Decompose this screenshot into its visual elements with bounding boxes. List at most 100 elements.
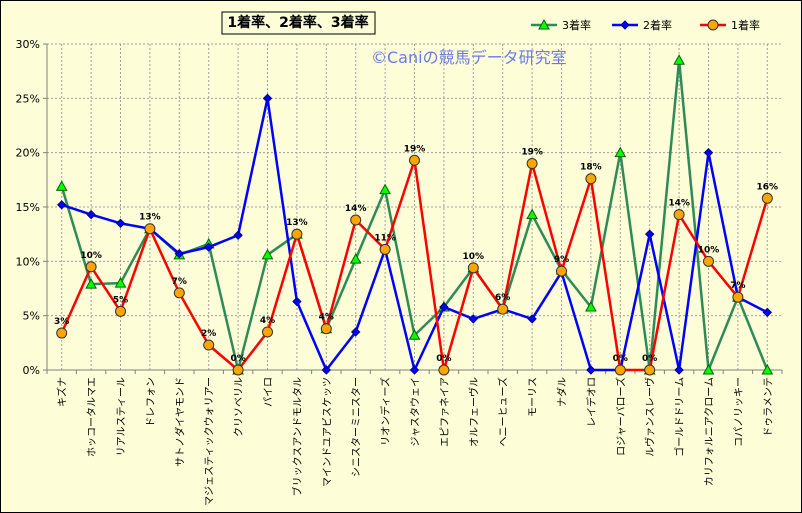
marker-triangle — [585, 300, 597, 312]
x-tick-label: エピファネイア — [439, 377, 451, 447]
marker-diamond — [86, 209, 96, 220]
data-label: 3% — [54, 317, 69, 327]
marker-diamond — [703, 147, 714, 158]
marker-diamond — [203, 242, 214, 252]
x-tick-label: ドゥラメンテ — [762, 377, 774, 437]
y-tick-label: 0% — [23, 364, 40, 377]
x-tick-label: オルフェーヴル — [467, 377, 480, 447]
y-tick-label: 5% — [23, 310, 40, 323]
marker-circle — [320, 323, 332, 335]
data-label: 19% — [521, 148, 543, 158]
y-tick-label: 20% — [16, 147, 40, 160]
marker-circle — [761, 192, 773, 204]
x-tick-label: レイデオロ — [585, 377, 598, 427]
y-tick-label: 10% — [16, 255, 40, 268]
marker-circle — [173, 287, 185, 299]
x-tick-label: ドレフォン — [146, 377, 157, 427]
marker-triangle — [702, 363, 715, 375]
marker-triangle — [614, 146, 627, 158]
marker-diamond — [439, 302, 449, 312]
marker-circle — [732, 291, 744, 303]
data-label: 11% — [374, 233, 396, 243]
x-tick-label: ルヴァンスレーヴ — [644, 377, 657, 457]
legend-item: 2着率 — [612, 18, 672, 32]
series-layer — [55, 54, 774, 376]
title-box — [221, 11, 376, 35]
legend-label: 2着率 — [643, 18, 672, 32]
marker-circle — [497, 303, 509, 315]
marker-circle — [467, 262, 479, 274]
data-label: 13% — [139, 213, 161, 223]
marker-triangle — [349, 253, 362, 264]
marker-circle — [56, 327, 68, 339]
legend-item: 3着率 — [531, 18, 591, 32]
data-label: 7% — [730, 281, 745, 291]
marker-circle — [291, 228, 303, 240]
x-tick-label: ホッコータルマエ — [86, 377, 98, 457]
legend-item: 1着率 — [700, 18, 760, 32]
marker-triangle — [408, 329, 421, 340]
data-label: 16% — [757, 182, 779, 192]
marker-diamond — [644, 229, 655, 239]
data-label: 10% — [80, 251, 102, 261]
legend: 3着率 2着率 1着率 — [531, 18, 760, 32]
x-tick-label: リアルスティール — [117, 377, 128, 456]
x-tick-label: ブリックスアンドモルタル — [291, 377, 304, 496]
data-label: 13% — [286, 218, 308, 228]
data-label: 4% — [319, 313, 334, 323]
data-label: 7% — [172, 277, 187, 287]
x-tick-label: マジェスティックウォリアー — [204, 377, 216, 506]
marker-circle — [703, 255, 714, 267]
data-label: 10% — [463, 252, 485, 262]
data-labels: 3% 10% 5% 13% 7% 2% 0% 4% 13% 4% 14% 11% 19% 0% 10% 6% 1… — [54, 144, 778, 364]
data-label: 6% — [495, 293, 510, 303]
x-tick-label: マインドユアビスケッツ — [321, 377, 333, 487]
marker-circle — [614, 364, 626, 376]
x-tick-label: コパノリッキー — [733, 377, 745, 447]
marker-circle — [644, 364, 656, 376]
data-label: 19% — [404, 144, 426, 154]
marker-circle — [585, 173, 597, 185]
marker-circle — [203, 339, 215, 351]
marker-diamond — [409, 365, 420, 375]
marker-triangle — [55, 180, 68, 191]
data-label: 0% — [436, 354, 451, 364]
marker-circle — [232, 364, 244, 376]
marker-diamond — [321, 365, 332, 375]
marker-circle — [526, 158, 538, 170]
data-label: 5% — [113, 295, 128, 305]
marker-diamond — [620, 20, 630, 30]
data-label: 0% — [230, 354, 245, 364]
marker-diamond — [674, 365, 684, 375]
y-tick-label: 30% — [16, 38, 40, 51]
x-tick-label: カリフォルニアクローム — [704, 377, 716, 486]
data-label: 9% — [554, 255, 569, 265]
x-tick-label: リオンディーズ — [379, 377, 392, 446]
x-tick-label: ヘニーヒューズ — [497, 377, 510, 447]
x-tick-label: ジャスタウェイ — [410, 377, 422, 447]
data-label: 10% — [698, 245, 720, 255]
marker-triangle — [261, 248, 274, 260]
y-tick-label: 25% — [16, 92, 40, 105]
x-tick-label: ナダル — [556, 377, 569, 407]
x-tick-label: ロジャーバローズ — [614, 377, 627, 456]
data-label: 14% — [668, 199, 690, 209]
marker-circle — [556, 265, 567, 277]
marker-diamond — [56, 200, 67, 210]
marker-circle — [707, 19, 719, 31]
marker-diamond — [762, 307, 773, 318]
marker-triangle — [114, 277, 127, 288]
marker-triangle — [379, 183, 391, 195]
axes: 0% 5% 10% 15% 20% 25% 30% キズナ ホッコータルマエ リアルスティール ドレ… — [16, 38, 783, 506]
marker-triangle — [673, 54, 685, 65]
x-tick-label: ゴールドドリーム — [673, 377, 686, 457]
x-tick-label: シニスターミニスター — [351, 377, 363, 477]
x-tick-label: モーリス — [528, 377, 539, 417]
data-label: 14% — [345, 204, 367, 214]
marker-triangle — [526, 208, 538, 220]
marker-circle — [85, 261, 97, 273]
x-tick-label: サトノダイヤモンド — [173, 377, 186, 467]
marker-diamond — [292, 296, 302, 307]
data-label: 2% — [201, 329, 216, 339]
